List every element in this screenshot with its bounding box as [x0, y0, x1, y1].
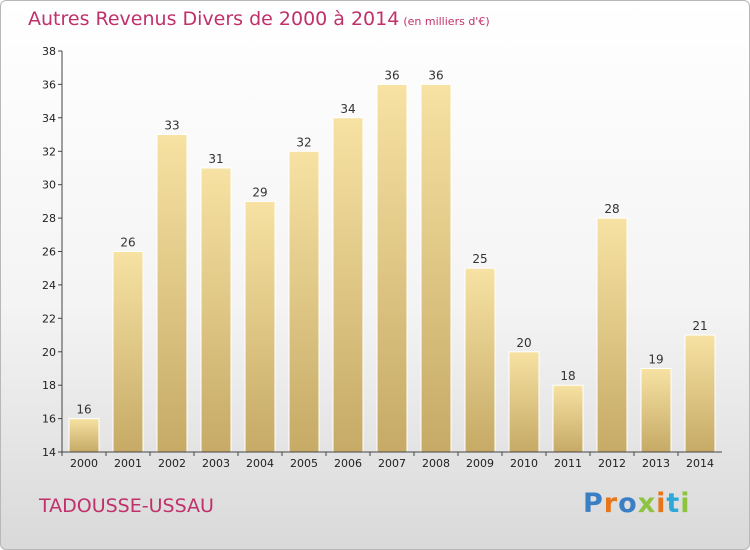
value-label-2013: 19 — [648, 353, 663, 367]
bar-2007 — [376, 83, 408, 453]
bar-2005 — [288, 150, 320, 453]
bar-2011 — [552, 384, 584, 453]
bar-2010 — [508, 351, 540, 453]
bar-2003 — [200, 167, 232, 453]
x-tick-label-2005: 2005 — [290, 457, 318, 470]
y-tick-label-38: 38 — [42, 45, 56, 58]
y-tick-label-36: 36 — [42, 78, 56, 91]
value-label-2014: 21 — [692, 319, 707, 333]
bar-2001 — [112, 251, 144, 453]
value-label-2001: 26 — [120, 236, 135, 250]
y-tick-label-20: 20 — [42, 346, 56, 359]
x-tick-label-2012: 2012 — [598, 457, 626, 470]
title-text: Autres Revenus Divers de 2000 à 2014 — [28, 8, 400, 30]
value-label-2008: 36 — [428, 68, 443, 82]
x-tick-label-2003: 2003 — [202, 457, 230, 470]
y-tick-label-28: 28 — [42, 212, 56, 225]
x-tick-label-2002: 2002 — [158, 457, 186, 470]
y-tick-label-16: 16 — [42, 413, 56, 426]
value-label-2003: 31 — [208, 152, 223, 166]
bar-2009 — [464, 267, 496, 453]
bar-2008 — [420, 83, 452, 453]
x-tick-label-2004: 2004 — [246, 457, 274, 470]
x-tick-label-2001: 2001 — [114, 457, 142, 470]
axes: 2000 2001 2002 2003 2004 2005 2006 2007 2008 2009… — [42, 45, 722, 470]
y-tick-label-32: 32 — [42, 145, 56, 158]
x-tick-label-2010: 2010 — [510, 457, 538, 470]
x-tick-label-2009: 2009 — [466, 457, 494, 470]
x-tick-label-2008: 2008 — [422, 457, 450, 470]
bar-2014 — [684, 334, 716, 453]
value-label-2007: 36 — [384, 68, 399, 82]
proxiti-logo: Proxiti — [583, 488, 691, 519]
x-tick-label-2007: 2007 — [378, 457, 406, 470]
bar-2002 — [156, 134, 188, 453]
y-tick-label-24: 24 — [42, 279, 56, 292]
value-label-2006: 34 — [340, 102, 355, 116]
bar-2004 — [244, 200, 276, 453]
bar-2013 — [640, 368, 672, 453]
x-tick-label-2000: 2000 — [70, 457, 98, 470]
title-unit: (en milliers d'€) — [403, 15, 490, 28]
value-label-2000: 16 — [76, 403, 91, 417]
bar-group: 16 26 33 31 29 32 34 36 36 25 20 18 28 19 21 — [68, 68, 716, 453]
value-label-2009: 25 — [472, 252, 487, 266]
bar-2000 — [68, 418, 100, 453]
y-tick-label-34: 34 — [42, 112, 56, 125]
value-label-2011: 18 — [560, 369, 575, 383]
town-name: TADOUSSE-USSAU — [39, 495, 214, 517]
y-tick-label-30: 30 — [42, 179, 56, 192]
y-tick-label-22: 22 — [42, 312, 56, 325]
y-tick-label-26: 26 — [42, 246, 56, 259]
x-tick-label-2011: 2011 — [554, 457, 582, 470]
x-tick-label-2014: 2014 — [686, 457, 714, 470]
y-tick-label-14: 14 — [42, 446, 56, 459]
value-label-2002: 33 — [164, 119, 179, 133]
y-tick-label-18: 18 — [42, 379, 56, 392]
value-label-2012: 28 — [604, 202, 619, 216]
x-tick-label-2013: 2013 — [642, 457, 670, 470]
x-tick-label-2006: 2006 — [334, 457, 362, 470]
value-label-2010: 20 — [516, 336, 531, 350]
value-label-2005: 32 — [296, 135, 311, 149]
chart-title: Autres Revenus Divers de 2000 à 2014 (en … — [28, 8, 490, 30]
bar-2012 — [596, 217, 628, 453]
bar-2006 — [332, 117, 364, 453]
value-label-2004: 29 — [252, 185, 267, 199]
